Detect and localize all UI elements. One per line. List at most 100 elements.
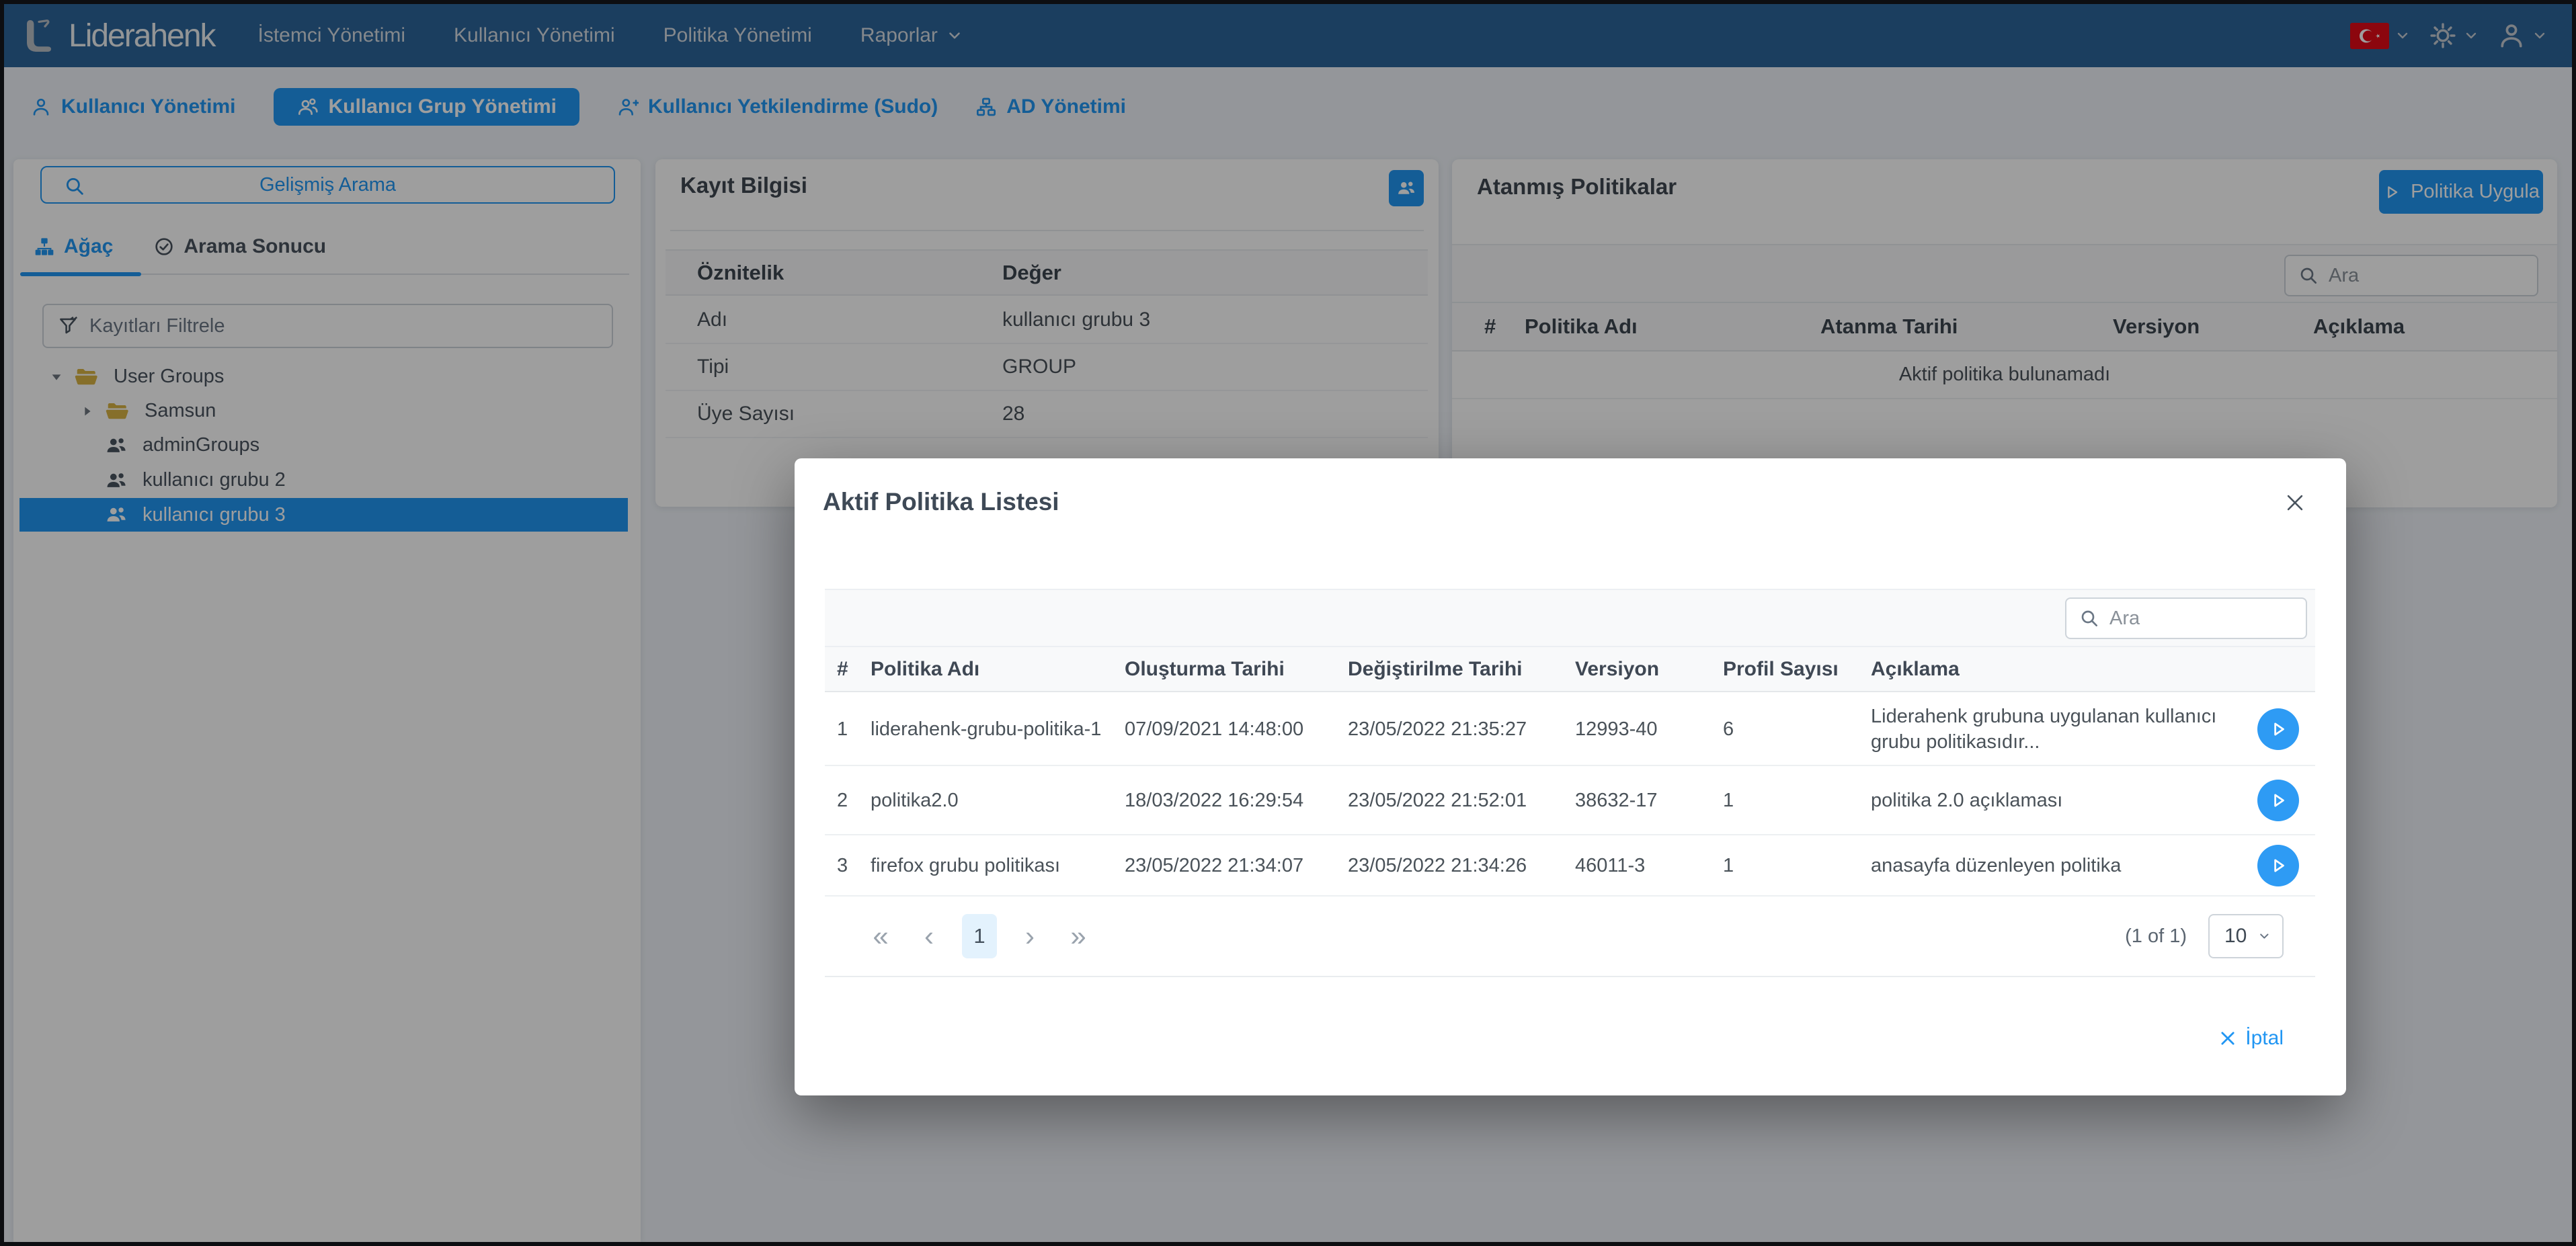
navbar-menu: İstemci Yönetimi Kullanıcı Yönetimi Poli… — [258, 24, 963, 47]
folder-open-icon — [73, 365, 100, 389]
assigned-policies-card: Atanmış Politikalar Politika Uygula # Po… — [1452, 159, 2576, 507]
tree-filter-field[interactable] — [42, 304, 613, 348]
divider — [670, 230, 1424, 231]
tree-node-label: User Groups — [114, 366, 225, 387]
apply-policy-row-button[interactable] — [2257, 844, 2299, 886]
modal-search[interactable] — [2065, 597, 2364, 639]
liderahenk-logo-icon — [24, 16, 59, 55]
last-page-button[interactable]: » — [1070, 920, 1086, 952]
advanced-search-button[interactable]: Gelişmiş Arama — [40, 166, 615, 204]
user-icon — [2497, 21, 2526, 50]
tree-node-user-groups[interactable]: User Groups — [13, 360, 641, 394]
nav-item-politika[interactable]: Politika Yönetimi — [663, 24, 812, 46]
modal-paginator: « ‹ 1 › » (1 of 1) 10 — [825, 897, 2315, 977]
chevron-down-icon — [2466, 32, 2477, 39]
group-members-button[interactable] — [1389, 170, 1424, 206]
assigned-policies-search-input[interactable] — [2327, 263, 2576, 288]
next-page-button[interactable]: › — [1025, 920, 1035, 952]
tab-kullanici-yetkilendirme[interactable]: Kullanıcı Yetkilendirme (Sudo) — [617, 95, 938, 118]
user-plus-icon — [618, 99, 639, 116]
tree-node-label: Samsun — [145, 400, 216, 421]
brand-name: Liderahenk — [69, 17, 216, 54]
tree-node-label: kullanıcı grubu 3 — [143, 503, 286, 526]
play-icon — [2388, 185, 2398, 198]
chevron-down-icon — [2260, 933, 2269, 939]
record-row-adi: Adı kullanıcı grubu 3 — [666, 297, 1428, 344]
sidebar-tab-underline — [20, 272, 629, 276]
page-report: (1 of 1) — [2125, 925, 2187, 947]
brand-logo[interactable]: Liderahenk — [24, 16, 216, 55]
tab-kullanici-yonetimi[interactable]: Kullanıcı Yönetimi — [30, 95, 236, 118]
tree-node-label: adminGroups — [143, 434, 260, 456]
tab-kullanici-grup-yonetimi[interactable]: Kullanıcı Grup Yönetimi — [273, 88, 579, 126]
search-icon — [2079, 608, 2100, 629]
apply-policy-row-button[interactable] — [2257, 708, 2299, 750]
caret-down-icon[interactable] — [45, 370, 68, 384]
modal-table-caption — [825, 589, 2364, 647]
play-icon — [2273, 794, 2284, 806]
apply-policy-button[interactable]: Politika Uygula — [2379, 170, 2543, 214]
users-icon — [104, 469, 129, 492]
cancel-button[interactable]: İptal — [2218, 1027, 2284, 1050]
sidebar-tabs: Ağaç Arama Sonucu — [34, 226, 326, 267]
policy-row-2: 2 politika2.0 18/03/2022 16:29:54 23/05/… — [825, 766, 2315, 835]
play-icon — [2273, 722, 2284, 736]
policy-row-3: 3 firefox grubu politikası 23/05/2022 21… — [825, 835, 2315, 897]
apply-policy-row-button[interactable] — [2257, 779, 2299, 821]
navbar-right-controls — [2350, 4, 2548, 67]
record-info-card: Kayıt Bilgisi Öznitelik Değer Adı kullan… — [655, 159, 1439, 507]
tree-node-kullanici-grubu-2[interactable]: kullanıcı grubu 2 — [13, 462, 641, 498]
top-navbar: Liderahenk İstemci Yönetimi Kullanıcı Yö… — [4, 4, 2572, 67]
record-info-title: Kayıt Bilgisi — [680, 173, 807, 198]
current-page-button[interactable]: 1 — [962, 914, 997, 958]
search-icon — [63, 175, 86, 198]
language-selector[interactable] — [2350, 22, 2411, 49]
record-row-tipi: Tipi GROUP — [666, 344, 1428, 391]
play-icon — [2273, 859, 2284, 872]
sidebar-panel: Gelişmiş Arama Ağaç Arama Sonucu — [13, 159, 641, 1242]
tree-node-label: kullanıcı grubu 2 — [143, 469, 286, 491]
record-table-header: Öznitelik Değer — [666, 249, 1428, 296]
first-page-button[interactable]: « — [873, 920, 889, 952]
modal-search-input[interactable] — [2108, 606, 2364, 630]
folder-open-icon — [104, 399, 131, 423]
sidebar-tab-agac[interactable]: Ağaç — [34, 235, 113, 258]
chevron-down-icon — [946, 27, 963, 44]
nav-item-raporlar[interactable]: Raporlar — [860, 24, 963, 47]
empty-message: Aktif politika bulunamadı — [1452, 351, 2557, 399]
user-menu[interactable] — [2497, 21, 2548, 50]
tree-node-kullanici-grubu-3-selected[interactable]: kullanıcı grubu 3 — [19, 498, 628, 532]
tree-node-admingroups[interactable]: adminGroups — [13, 428, 641, 462]
turkish-flag-icon — [2350, 22, 2389, 49]
prev-page-button[interactable]: ‹ — [924, 920, 934, 952]
rows-per-page-select[interactable]: 10 — [2208, 914, 2284, 958]
users-icon — [104, 434, 129, 457]
check-circle-icon — [155, 238, 173, 255]
modal-table-header: # Politika Adı Oluşturma Tarihi Değiştir… — [825, 647, 2315, 692]
tree-node-samsun[interactable]: Samsun — [13, 394, 641, 428]
assigned-policies-title: Atanmış Politikalar — [1477, 174, 1677, 199]
assigned-policies-search[interactable] — [2284, 255, 2576, 296]
tab-ad-yonetimi[interactable]: AD Yönetimi — [975, 95, 1126, 118]
column-oznitelik: Öznitelik — [697, 260, 784, 284]
gear-icon — [2428, 21, 2458, 50]
modal-title: Aktif Politika Listesi — [823, 488, 1059, 515]
user-group-icon — [298, 98, 318, 115]
tree-filter-input[interactable] — [88, 314, 612, 338]
tree-icon — [35, 238, 54, 255]
settings-menu[interactable] — [2428, 21, 2479, 50]
sitemap-icon — [977, 97, 996, 116]
close-icon[interactable] — [2282, 489, 2308, 516]
filter-icon — [57, 315, 79, 337]
search-icon — [2298, 265, 2319, 286]
user-icon — [33, 98, 49, 116]
chevron-down-icon — [2534, 32, 2545, 39]
users-icon — [1398, 181, 1414, 194]
sidebar-tab-arama-sonucu[interactable]: Arama Sonucu — [153, 235, 326, 258]
nav-item-kullanici[interactable]: Kullanıcı Yönetimi — [454, 24, 615, 46]
caret-right-icon[interactable] — [76, 404, 99, 419]
nav-item-istemci[interactable]: İstemci Yönetimi — [257, 24, 406, 46]
modal-table-body: 1 liderahenk-grubu-politika-1 07/09/2021… — [825, 694, 2315, 897]
close-icon — [2221, 1032, 2235, 1045]
policy-row-1: 1 liderahenk-grubu-politika-1 07/09/2021… — [825, 694, 2315, 766]
